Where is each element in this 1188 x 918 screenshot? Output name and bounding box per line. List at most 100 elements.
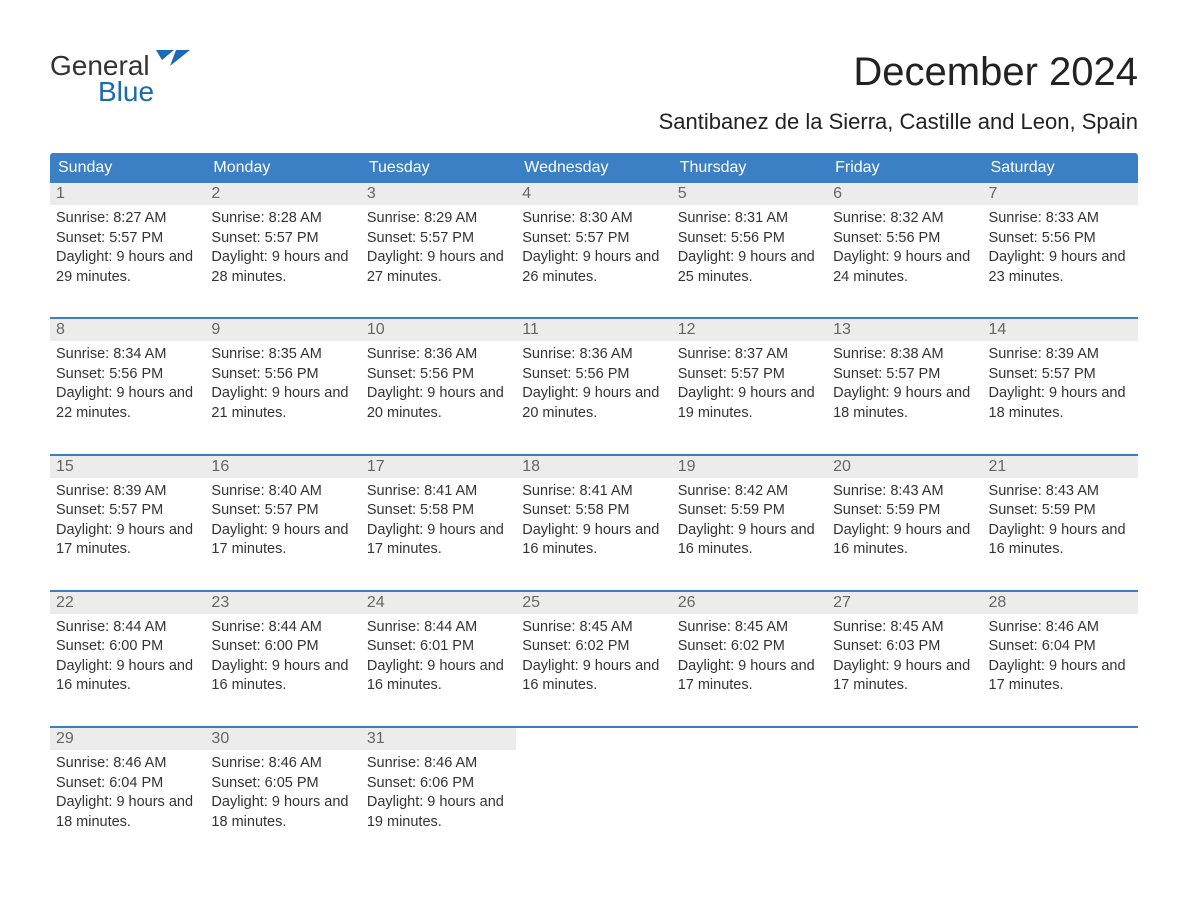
day-number: 30 — [205, 728, 360, 750]
day-number: 10 — [361, 319, 516, 341]
sunrise-line: Sunrise: 8:44 AM — [211, 618, 354, 638]
day-number: 15 — [50, 456, 205, 478]
daylight-line: Daylight: 9 hours and 17 minutes. — [989, 657, 1132, 696]
day-cell: 2Sunrise: 8:28 AMSunset: 5:57 PMDaylight… — [205, 183, 360, 293]
dow-sun: Sunday — [50, 153, 205, 183]
daylight-line: Daylight: 9 hours and 16 minutes. — [833, 521, 976, 560]
day-body: Sunrise: 8:31 AMSunset: 5:56 PMDaylight:… — [672, 205, 827, 287]
day-cell: 7Sunrise: 8:33 AMSunset: 5:56 PMDaylight… — [983, 183, 1138, 293]
day-number — [672, 728, 827, 750]
day-number: 12 — [672, 319, 827, 341]
day-body: Sunrise: 8:43 AMSunset: 5:59 PMDaylight:… — [983, 478, 1138, 560]
day-cell: 13Sunrise: 8:38 AMSunset: 5:57 PMDayligh… — [827, 319, 982, 429]
day-cell: 18Sunrise: 8:41 AMSunset: 5:58 PMDayligh… — [516, 456, 671, 566]
sunrise-line: Sunrise: 8:45 AM — [833, 618, 976, 638]
sunset-line: Sunset: 5:56 PM — [367, 365, 510, 385]
day-number: 8 — [50, 319, 205, 341]
sunrise-line: Sunrise: 8:43 AM — [989, 482, 1132, 502]
day-body: Sunrise: 8:34 AMSunset: 5:56 PMDaylight:… — [50, 341, 205, 423]
sunset-line: Sunset: 5:59 PM — [678, 501, 821, 521]
day-number: 16 — [205, 456, 360, 478]
week-row: 8Sunrise: 8:34 AMSunset: 5:56 PMDaylight… — [50, 317, 1138, 429]
sunset-line: Sunset: 5:56 PM — [56, 365, 199, 385]
sunrise-line: Sunrise: 8:46 AM — [211, 754, 354, 774]
day-body: Sunrise: 8:27 AMSunset: 5:57 PMDaylight:… — [50, 205, 205, 287]
day-cell: 3Sunrise: 8:29 AMSunset: 5:57 PMDaylight… — [361, 183, 516, 293]
sunset-line: Sunset: 5:56 PM — [678, 229, 821, 249]
sunset-line: Sunset: 6:03 PM — [833, 637, 976, 657]
day-body: Sunrise: 8:28 AMSunset: 5:57 PMDaylight:… — [205, 205, 360, 287]
day-body: Sunrise: 8:44 AMSunset: 6:00 PMDaylight:… — [50, 614, 205, 696]
logo: General Blue — [50, 50, 190, 108]
day-cell: 30Sunrise: 8:46 AMSunset: 6:05 PMDayligh… — [205, 728, 360, 838]
day-number: 3 — [361, 183, 516, 205]
day-cell: 12Sunrise: 8:37 AMSunset: 5:57 PMDayligh… — [672, 319, 827, 429]
day-number: 18 — [516, 456, 671, 478]
daylight-line: Daylight: 9 hours and 17 minutes. — [678, 657, 821, 696]
day-number: 13 — [827, 319, 982, 341]
day-cell: 5Sunrise: 8:31 AMSunset: 5:56 PMDaylight… — [672, 183, 827, 293]
sunset-line: Sunset: 5:59 PM — [833, 501, 976, 521]
daylight-line: Daylight: 9 hours and 16 minutes. — [367, 657, 510, 696]
sunset-line: Sunset: 5:58 PM — [367, 501, 510, 521]
sunset-line: Sunset: 6:04 PM — [56, 774, 199, 794]
sunrise-line: Sunrise: 8:40 AM — [211, 482, 354, 502]
calendar: Sunday Monday Tuesday Wednesday Thursday… — [50, 153, 1138, 838]
daylight-line: Daylight: 9 hours and 18 minutes. — [989, 384, 1132, 423]
week-row: 15Sunrise: 8:39 AMSunset: 5:57 PMDayligh… — [50, 454, 1138, 566]
dow-wed: Wednesday — [516, 153, 671, 183]
day-body: Sunrise: 8:45 AMSunset: 6:03 PMDaylight:… — [827, 614, 982, 696]
daylight-line: Daylight: 9 hours and 17 minutes. — [211, 521, 354, 560]
day-body: Sunrise: 8:46 AMSunset: 6:06 PMDaylight:… — [361, 750, 516, 832]
day-body: Sunrise: 8:29 AMSunset: 5:57 PMDaylight:… — [361, 205, 516, 287]
day-cell: 29Sunrise: 8:46 AMSunset: 6:04 PMDayligh… — [50, 728, 205, 838]
daylight-line: Daylight: 9 hours and 18 minutes. — [211, 793, 354, 832]
day-body: Sunrise: 8:30 AMSunset: 5:57 PMDaylight:… — [516, 205, 671, 287]
sunset-line: Sunset: 5:56 PM — [989, 229, 1132, 249]
daylight-line: Daylight: 9 hours and 16 minutes. — [56, 657, 199, 696]
day-cell: 8Sunrise: 8:34 AMSunset: 5:56 PMDaylight… — [50, 319, 205, 429]
day-cell: 21Sunrise: 8:43 AMSunset: 5:59 PMDayligh… — [983, 456, 1138, 566]
day-body: Sunrise: 8:40 AMSunset: 5:57 PMDaylight:… — [205, 478, 360, 560]
sunrise-line: Sunrise: 8:31 AM — [678, 209, 821, 229]
dow-fri: Friday — [827, 153, 982, 183]
day-cell: 6Sunrise: 8:32 AMSunset: 5:56 PMDaylight… — [827, 183, 982, 293]
day-body: Sunrise: 8:42 AMSunset: 5:59 PMDaylight:… — [672, 478, 827, 560]
day-number: 20 — [827, 456, 982, 478]
day-body: Sunrise: 8:45 AMSunset: 6:02 PMDaylight:… — [672, 614, 827, 696]
daylight-line: Daylight: 9 hours and 24 minutes. — [833, 248, 976, 287]
day-number: 17 — [361, 456, 516, 478]
sunset-line: Sunset: 5:58 PM — [522, 501, 665, 521]
header: General Blue December 2024 Santibanez de… — [50, 50, 1138, 135]
day-cell: 15Sunrise: 8:39 AMSunset: 5:57 PMDayligh… — [50, 456, 205, 566]
day-cell: 28Sunrise: 8:46 AMSunset: 6:04 PMDayligh… — [983, 592, 1138, 702]
sunrise-line: Sunrise: 8:41 AM — [522, 482, 665, 502]
sunrise-line: Sunrise: 8:37 AM — [678, 345, 821, 365]
daylight-line: Daylight: 9 hours and 20 minutes. — [367, 384, 510, 423]
daylight-line: Daylight: 9 hours and 21 minutes. — [211, 384, 354, 423]
day-number: 22 — [50, 592, 205, 614]
day-body: Sunrise: 8:46 AMSunset: 6:04 PMDaylight:… — [50, 750, 205, 832]
day-body: Sunrise: 8:39 AMSunset: 5:57 PMDaylight:… — [50, 478, 205, 560]
day-body: Sunrise: 8:38 AMSunset: 5:57 PMDaylight:… — [827, 341, 982, 423]
sunset-line: Sunset: 5:56 PM — [833, 229, 976, 249]
daylight-line: Daylight: 9 hours and 18 minutes. — [56, 793, 199, 832]
sunset-line: Sunset: 5:57 PM — [211, 501, 354, 521]
day-number: 14 — [983, 319, 1138, 341]
day-number: 4 — [516, 183, 671, 205]
day-number: 23 — [205, 592, 360, 614]
sunset-line: Sunset: 5:59 PM — [989, 501, 1132, 521]
sunrise-line: Sunrise: 8:46 AM — [989, 618, 1132, 638]
day-body: Sunrise: 8:46 AMSunset: 6:04 PMDaylight:… — [983, 614, 1138, 696]
day-cell: 26Sunrise: 8:45 AMSunset: 6:02 PMDayligh… — [672, 592, 827, 702]
page-title: December 2024 — [659, 50, 1138, 95]
daylight-line: Daylight: 9 hours and 17 minutes. — [56, 521, 199, 560]
title-block: December 2024 Santibanez de la Sierra, C… — [659, 50, 1138, 135]
day-cell: 10Sunrise: 8:36 AMSunset: 5:56 PMDayligh… — [361, 319, 516, 429]
daylight-line: Daylight: 9 hours and 16 minutes. — [989, 521, 1132, 560]
day-body: Sunrise: 8:36 AMSunset: 5:56 PMDaylight:… — [516, 341, 671, 423]
weeks-container: 1Sunrise: 8:27 AMSunset: 5:57 PMDaylight… — [50, 183, 1138, 838]
day-number: 27 — [827, 592, 982, 614]
daylight-line: Daylight: 9 hours and 16 minutes. — [522, 657, 665, 696]
day-cell: 19Sunrise: 8:42 AMSunset: 5:59 PMDayligh… — [672, 456, 827, 566]
